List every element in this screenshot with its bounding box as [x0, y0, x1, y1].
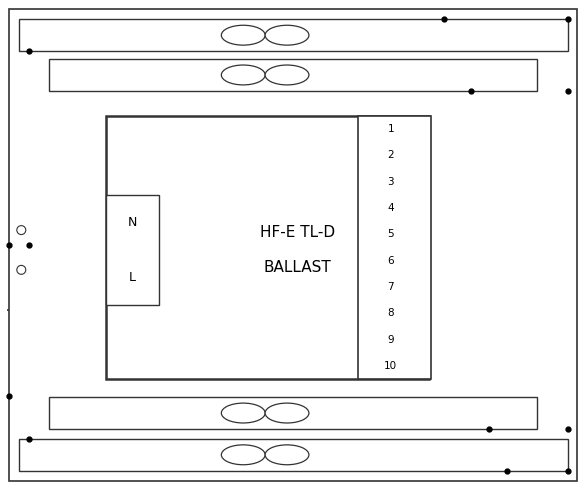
Bar	[49, 59, 537, 91]
Ellipse shape	[221, 403, 265, 423]
Text: 8: 8	[387, 308, 394, 318]
Bar	[357, 116, 431, 379]
Ellipse shape	[265, 65, 309, 85]
Text: 6: 6	[387, 256, 394, 266]
Text: 10: 10	[384, 361, 397, 371]
Ellipse shape	[221, 65, 265, 85]
Bar	[106, 196, 158, 305]
Ellipse shape	[17, 266, 26, 274]
Text: N: N	[127, 216, 137, 229]
Ellipse shape	[265, 25, 309, 45]
Bar	[106, 116, 429, 379]
Text: 7: 7	[387, 282, 394, 292]
Text: 9: 9	[387, 335, 394, 344]
Bar	[19, 19, 568, 51]
Text: HF-E TL-D: HF-E TL-D	[260, 225, 335, 240]
Text: 2: 2	[387, 150, 394, 160]
Text: L: L	[129, 271, 136, 284]
Bar	[19, 439, 568, 471]
Text: 3: 3	[387, 176, 394, 187]
Ellipse shape	[265, 445, 309, 465]
Ellipse shape	[17, 225, 26, 235]
Bar	[49, 397, 537, 429]
Ellipse shape	[221, 25, 265, 45]
Text: 1: 1	[387, 124, 394, 134]
Text: 4: 4	[387, 203, 394, 213]
Ellipse shape	[221, 445, 265, 465]
Ellipse shape	[265, 403, 309, 423]
Text: BALLAST: BALLAST	[264, 260, 331, 275]
Text: 5: 5	[387, 229, 394, 239]
